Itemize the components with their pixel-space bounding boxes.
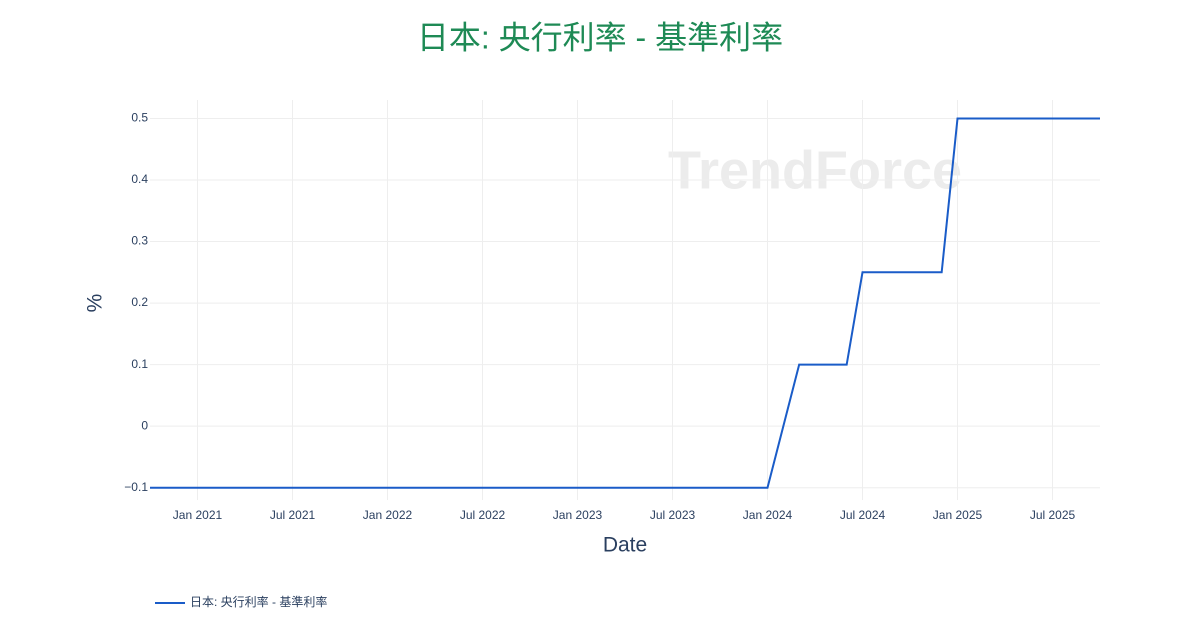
y-tick-label: 0.1	[131, 357, 148, 371]
x-tick-label: Jul 2024	[840, 508, 886, 522]
y-axis-title: %	[84, 294, 107, 313]
x-tick-label: Jul 2021	[270, 508, 316, 522]
data-line	[150, 117, 1100, 489]
y-tick-label: 0.4	[131, 172, 148, 186]
x-tick-label: Jul 2023	[650, 508, 696, 522]
y-tick-label: 0.3	[131, 234, 148, 248]
x-tick-label: Jan 2024	[743, 508, 793, 522]
x-tick-label: Jul 2025	[1030, 508, 1076, 522]
legend-label: 日本: 央行利率 - 基準利率	[190, 594, 327, 609]
y-tick-label: 0.5	[131, 111, 148, 125]
x-tick-label: Jan 2023	[553, 508, 603, 522]
watermark: TrendForce	[668, 140, 962, 200]
x-tick-label: Jan 2021	[173, 508, 223, 522]
x-tick-label: Jan 2022	[363, 508, 413, 522]
x-tick-label: Jan 2025	[933, 508, 983, 522]
y-tick-label: 0	[141, 418, 148, 432]
x-tick-label: Jul 2022	[460, 508, 506, 522]
y-tick-label: 0.2	[131, 295, 148, 309]
x-axis-title: Date	[603, 534, 647, 557]
chart-title: 日本: 央行利率 - 基準利率	[417, 19, 783, 55]
y-tick-label: −0.1	[124, 480, 148, 494]
